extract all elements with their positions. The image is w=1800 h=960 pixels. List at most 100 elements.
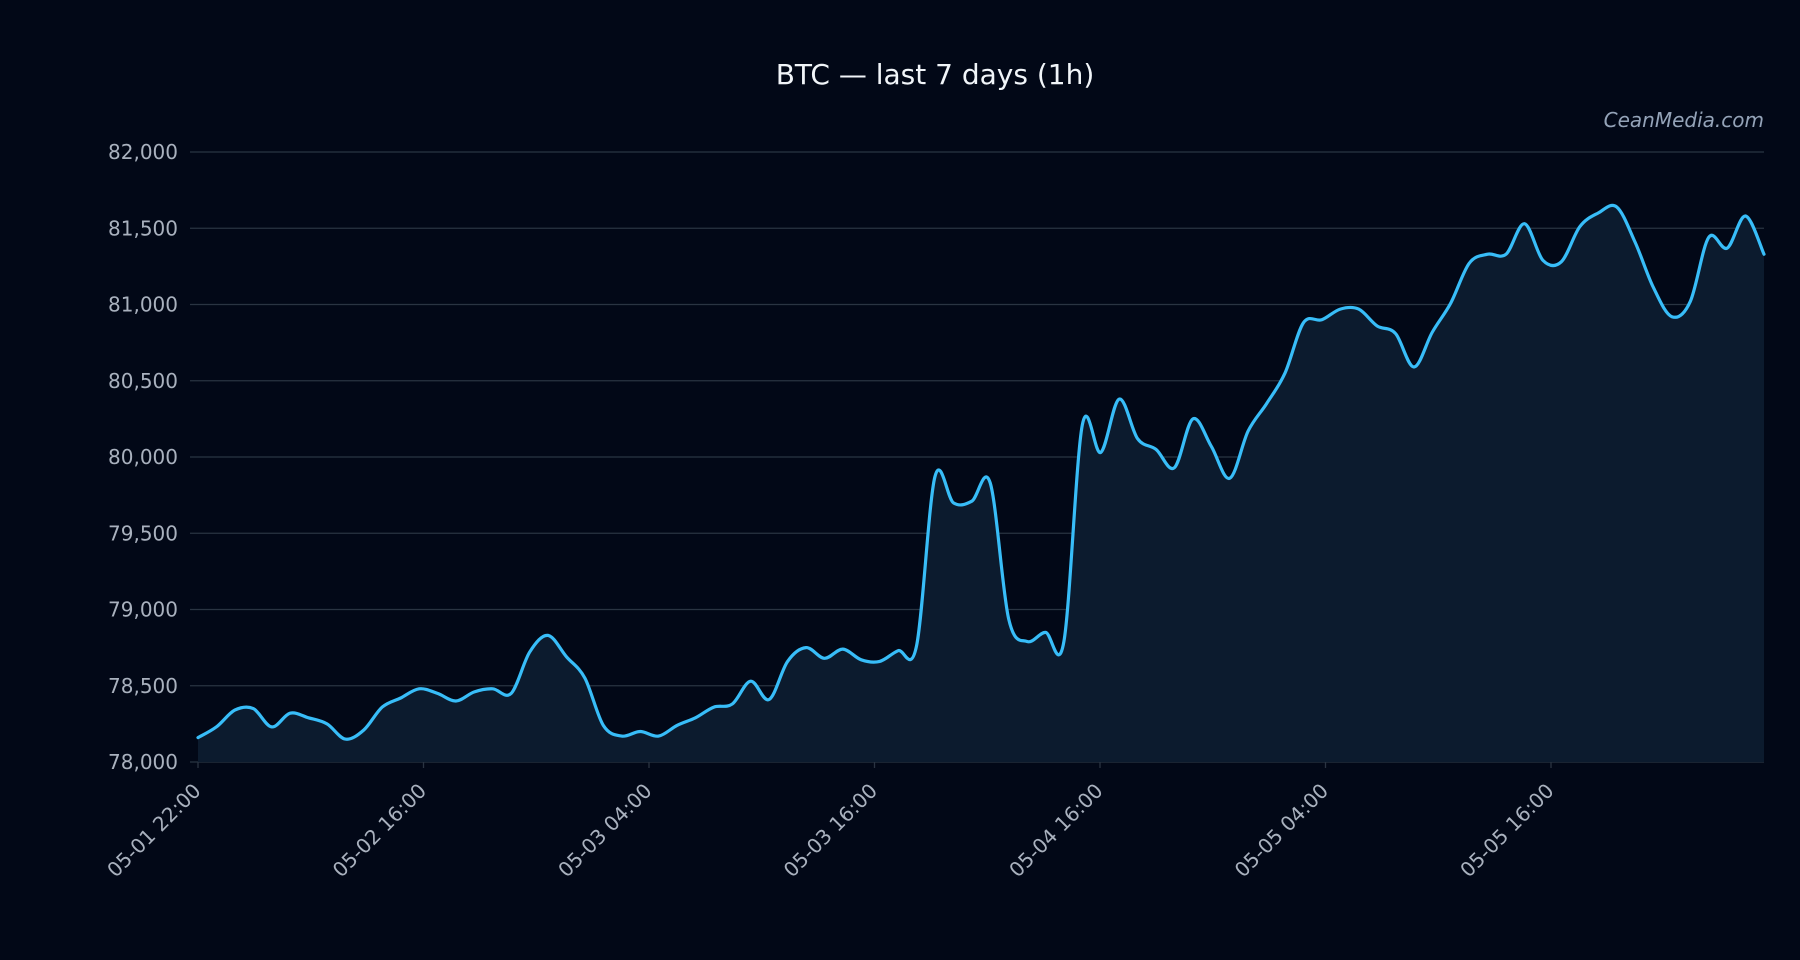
y-tick-label: 81,000 bbox=[108, 293, 178, 317]
data-point bbox=[1578, 225, 1581, 228]
data-point bbox=[1173, 466, 1176, 469]
data-point bbox=[989, 481, 992, 484]
data-point bbox=[952, 501, 955, 504]
data-point bbox=[1265, 402, 1268, 405]
y-tick-label: 78,500 bbox=[108, 674, 178, 698]
data-point bbox=[731, 702, 734, 705]
data-point bbox=[620, 735, 623, 738]
data-point bbox=[970, 500, 973, 503]
series-line bbox=[196, 203, 1766, 741]
data-point bbox=[823, 657, 826, 660]
data-point bbox=[1320, 318, 1323, 321]
y-tick-label: 82,000 bbox=[108, 140, 178, 164]
y-tick-label: 80,500 bbox=[108, 369, 178, 393]
data-point bbox=[786, 660, 789, 663]
data-point bbox=[1099, 451, 1102, 454]
data-point bbox=[639, 730, 642, 733]
data-point bbox=[1339, 308, 1342, 311]
data-point bbox=[1118, 398, 1121, 401]
data-point bbox=[1523, 222, 1526, 225]
data-point bbox=[399, 696, 402, 699]
data-point bbox=[473, 690, 476, 693]
data-point bbox=[583, 677, 586, 680]
data-point bbox=[233, 709, 236, 712]
data-point bbox=[1486, 253, 1489, 256]
data-point bbox=[381, 706, 384, 709]
chart-title: BTC — last 7 days (1h) bbox=[776, 58, 1095, 91]
data-point bbox=[436, 692, 439, 695]
data-point bbox=[749, 680, 752, 683]
data-point bbox=[1560, 260, 1563, 263]
data-point bbox=[933, 475, 936, 478]
y-tick-label: 79,500 bbox=[108, 521, 178, 545]
data-point bbox=[897, 649, 900, 652]
y-tick-label: 79,000 bbox=[108, 598, 178, 622]
data-point bbox=[1449, 301, 1452, 304]
data-point bbox=[362, 728, 365, 731]
y-axis: 78,000 78,500 79,000 79,500 80,000 80,500 81,0… bbox=[108, 140, 178, 774]
data-point bbox=[344, 738, 347, 741]
data-point bbox=[1652, 286, 1655, 289]
data-point bbox=[307, 716, 310, 719]
data-point bbox=[1633, 240, 1636, 243]
data-point bbox=[878, 660, 881, 663]
data-point bbox=[1247, 430, 1250, 433]
data-point bbox=[768, 698, 771, 701]
data-point bbox=[712, 706, 715, 709]
data-point bbox=[289, 712, 292, 715]
data-point bbox=[1044, 631, 1047, 634]
watermark: CeanMedia.com bbox=[1604, 108, 1764, 132]
data-point bbox=[252, 707, 255, 710]
data-point bbox=[325, 722, 328, 725]
data-point bbox=[1376, 324, 1379, 327]
data-point bbox=[1726, 247, 1729, 250]
data-point bbox=[1744, 214, 1747, 217]
data-point bbox=[196, 736, 199, 739]
data-point bbox=[1468, 262, 1471, 265]
y-tick-label: 80,000 bbox=[108, 445, 178, 469]
data-point bbox=[1597, 211, 1600, 214]
data-point bbox=[1081, 423, 1084, 426]
data-point bbox=[675, 724, 678, 727]
data-point bbox=[1615, 205, 1618, 208]
data-point bbox=[528, 651, 531, 654]
data-point bbox=[1154, 448, 1157, 451]
data-point bbox=[1007, 617, 1010, 620]
data-point bbox=[546, 634, 549, 637]
data-point bbox=[1505, 253, 1508, 256]
data-point bbox=[694, 716, 697, 719]
data-point bbox=[1228, 477, 1231, 480]
data-point bbox=[1541, 259, 1544, 262]
data-point bbox=[1136, 437, 1139, 440]
data-point bbox=[1357, 308, 1360, 311]
data-point bbox=[1412, 365, 1415, 368]
data-point bbox=[1191, 417, 1194, 420]
data-point bbox=[1689, 300, 1692, 303]
data-point bbox=[860, 658, 863, 661]
data-point bbox=[1670, 315, 1673, 318]
data-point bbox=[215, 725, 218, 728]
data-point bbox=[657, 735, 660, 738]
data-point bbox=[602, 724, 605, 727]
data-point bbox=[1302, 321, 1305, 324]
data-point bbox=[841, 648, 844, 651]
data-point bbox=[1707, 236, 1710, 239]
data-point bbox=[1062, 640, 1065, 643]
data-point bbox=[510, 692, 513, 695]
data-point bbox=[491, 687, 494, 690]
data-point bbox=[565, 655, 568, 658]
data-point bbox=[1394, 332, 1397, 335]
data-point bbox=[418, 687, 421, 690]
y-tick-label: 78,000 bbox=[108, 750, 178, 774]
data-point bbox=[1431, 330, 1434, 333]
data-point bbox=[915, 645, 918, 648]
data-point bbox=[1762, 253, 1765, 256]
data-point bbox=[1026, 640, 1029, 643]
data-point bbox=[1283, 372, 1286, 375]
data-point bbox=[270, 725, 273, 728]
y-tick-label: 81,500 bbox=[108, 216, 178, 240]
series-btc-price bbox=[196, 203, 1766, 762]
data-point bbox=[454, 699, 457, 702]
data-point bbox=[804, 646, 807, 649]
